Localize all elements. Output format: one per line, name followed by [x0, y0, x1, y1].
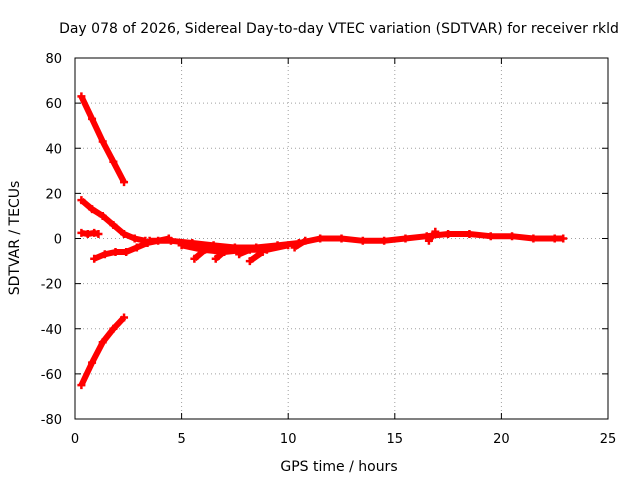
data-point — [120, 178, 129, 187]
data-point — [508, 232, 517, 241]
data-point — [88, 114, 97, 123]
axis-tick-labels: 0 5 10 15 20 25 -80 -60 -40 -20 0 20 40 60 80 — [41, 52, 617, 447]
data-point — [98, 338, 107, 347]
data-point — [444, 229, 453, 238]
series-spike-segment — [424, 227, 440, 245]
data-series — [77, 92, 568, 390]
y-axis-label: SDTVAR / TECUs — [7, 181, 23, 296]
data-point — [358, 236, 367, 245]
series-dip-segment-1 — [190, 245, 210, 263]
data-point — [94, 229, 103, 238]
data-point — [235, 250, 244, 259]
data-point — [132, 243, 141, 252]
data-point — [120, 313, 129, 322]
data-point — [316, 234, 325, 243]
data-point — [211, 254, 220, 263]
series-decaying-track — [77, 196, 150, 245]
data-point — [337, 234, 346, 243]
chart-title: Day 078 of 2026, Sidereal Day-to-day VTE… — [59, 21, 619, 37]
data-point — [529, 234, 538, 243]
y-tick-label: -80 — [41, 413, 62, 428]
data-point — [145, 236, 154, 245]
data-point — [486, 232, 495, 241]
data-point — [109, 324, 118, 333]
data-point — [290, 243, 299, 252]
data-point — [559, 234, 568, 243]
y-tick-label: -20 — [41, 278, 62, 293]
data-point — [109, 157, 118, 166]
data-point — [77, 196, 86, 205]
data-point — [166, 236, 175, 245]
series-line — [213, 247, 229, 262]
series-short-segment — [77, 228, 103, 238]
data-point — [90, 254, 99, 263]
data-point — [380, 236, 389, 245]
data-point — [100, 250, 109, 259]
y-tick-label: 80 — [45, 52, 62, 67]
series-line — [192, 247, 208, 262]
y-tick-label: 0 — [54, 233, 62, 248]
data-point — [190, 254, 199, 263]
data-point — [98, 137, 107, 146]
data-point — [77, 92, 86, 101]
series-lower-ascending-track — [77, 313, 129, 390]
data-point — [284, 241, 293, 250]
series-dip-segment-5 — [290, 236, 310, 252]
data-point — [222, 245, 231, 254]
x-tick-label: 25 — [600, 432, 617, 447]
x-tick-label: 0 — [71, 432, 79, 447]
data-point — [401, 234, 410, 243]
data-point — [98, 211, 107, 220]
x-axis-label: GPS time / hours — [280, 459, 397, 475]
data-point — [424, 236, 433, 245]
data-point — [109, 220, 118, 229]
y-tick-label: 60 — [45, 97, 62, 112]
data-point — [550, 234, 559, 243]
axis-ticks — [74, 57, 609, 420]
x-tick-label: 10 — [280, 432, 297, 447]
data-point — [262, 245, 271, 254]
y-tick-label: -40 — [41, 323, 62, 338]
data-point — [245, 245, 254, 254]
data-point — [120, 229, 129, 238]
data-point — [245, 257, 254, 266]
data-point — [465, 229, 474, 238]
data-point — [177, 241, 186, 250]
series-dip-segment-4 — [245, 248, 267, 266]
data-point — [77, 381, 86, 390]
y-tick-label: 40 — [45, 142, 62, 157]
data-point — [122, 248, 131, 257]
data-point — [431, 227, 440, 236]
data-point — [111, 248, 120, 257]
x-tick-label: 5 — [177, 432, 185, 447]
data-point — [258, 248, 267, 257]
data-point — [201, 245, 210, 254]
data-point — [130, 234, 139, 243]
x-tick-label: 20 — [493, 432, 510, 447]
data-point — [88, 205, 97, 214]
y-tick-label: 20 — [45, 187, 62, 202]
series-upper-descending-track — [77, 92, 129, 187]
x-tick-label: 15 — [387, 432, 404, 447]
data-point — [301, 236, 310, 245]
y-tick-label: -60 — [41, 368, 62, 383]
series-dip-segment-2 — [211, 245, 231, 263]
series-line — [248, 249, 265, 264]
data-point — [88, 358, 97, 367]
series-dip-segment-3 — [235, 245, 254, 259]
